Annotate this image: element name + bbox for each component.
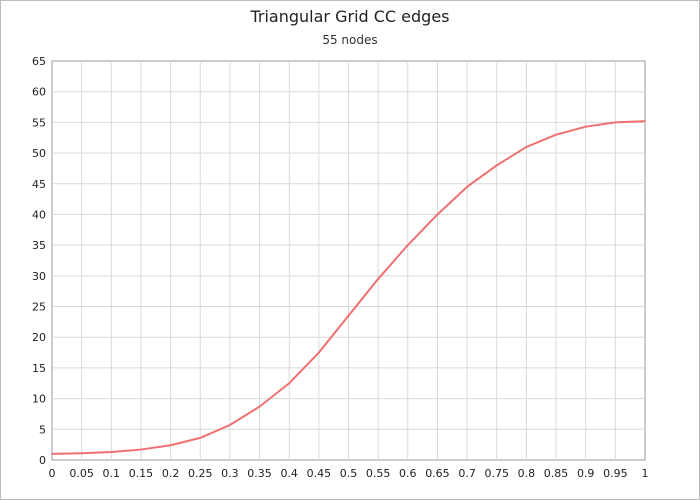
x-tick-label: 0.85 <box>544 467 569 480</box>
x-tick-label: 0.4 <box>280 467 298 480</box>
data-point <box>466 186 468 188</box>
x-tick-label: 0.35 <box>247 467 272 480</box>
x-tick-label: 0.7 <box>458 467 476 480</box>
y-tick-label: 15 <box>32 362 46 375</box>
data-point <box>258 405 261 408</box>
data-point <box>407 244 409 246</box>
x-tick-label: 0.45 <box>307 467 332 480</box>
data-point <box>377 278 379 280</box>
y-tick-label: 30 <box>32 270 46 283</box>
x-tick-label: 0.5 <box>340 467 358 480</box>
data-point <box>436 213 439 216</box>
y-tick-label: 55 <box>32 116 46 129</box>
data-point <box>525 146 528 148</box>
x-tick-label: 1 <box>642 467 649 480</box>
data-point <box>347 314 350 317</box>
x-tick-label: 0.75 <box>485 467 510 480</box>
x-tick-label: 0 <box>49 467 56 480</box>
data-point <box>584 125 587 128</box>
x-tick-label: 0.15 <box>129 467 154 480</box>
x-tick-label: 0.3 <box>221 467 239 480</box>
y-tick-label: 65 <box>32 55 46 68</box>
data-point <box>288 382 291 385</box>
y-tick-label: 20 <box>32 331 46 344</box>
series-layer <box>51 120 646 455</box>
data-point <box>318 351 320 354</box>
x-tick-label: 0.65 <box>425 467 450 480</box>
data-point <box>110 451 113 453</box>
data-point <box>229 424 231 426</box>
y-axis-ticks: 0 5 10 15 20 25 30 35 40 45 50 55 60 65 <box>32 55 46 467</box>
y-tick-label: 0 <box>39 454 46 467</box>
chart-title: Triangular Grid CC edges <box>250 7 450 26</box>
y-tick-label: 45 <box>32 178 46 191</box>
x-tick-label: 0.05 <box>69 467 94 480</box>
x-tick-label: 0.95 <box>603 467 628 480</box>
chart-subtitle: 55 nodes <box>322 33 378 47</box>
data-point <box>169 444 172 447</box>
x-tick-label: 0.25 <box>188 467 213 480</box>
y-tick-label: 40 <box>32 208 46 221</box>
data-point <box>199 437 202 439</box>
y-tick-label: 10 <box>32 393 46 406</box>
x-tick-label: 0.8 <box>518 467 536 480</box>
data-point <box>495 164 498 167</box>
y-tick-label: 5 <box>39 423 46 436</box>
x-tick-label: 0.55 <box>366 467 391 480</box>
x-tick-label: 0.9 <box>577 467 595 480</box>
data-point <box>555 133 557 136</box>
x-tick-label: 0.2 <box>162 467 180 480</box>
data-point <box>80 452 83 455</box>
y-tick-label: 25 <box>32 301 46 314</box>
data-point <box>51 453 53 455</box>
y-tick-label: 35 <box>32 239 46 252</box>
y-tick-label: 60 <box>32 86 46 99</box>
data-point <box>614 121 617 124</box>
data-point <box>644 120 646 122</box>
x-axis-ticks: 0 0.05 0.1 0.15 0.2 0.25 0.3 0.35 0.4 0.45 0.5 0.55… <box>49 467 649 480</box>
x-tick-label: 0.1 <box>103 467 121 480</box>
gridlines <box>52 61 645 460</box>
data-point <box>140 448 142 451</box>
x-tick-label: 0.6 <box>399 467 417 480</box>
y-tick-label: 50 <box>32 147 46 160</box>
